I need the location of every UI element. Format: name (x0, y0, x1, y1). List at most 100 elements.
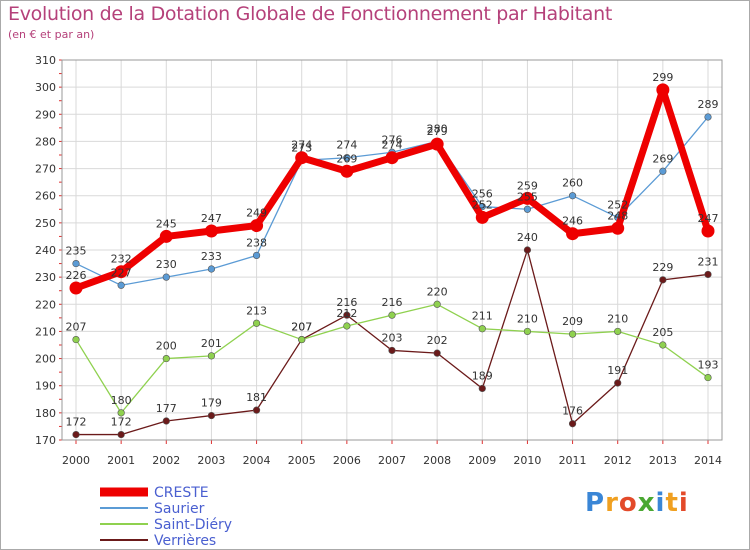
data-label: 299 (652, 71, 673, 84)
data-label: 235 (66, 245, 87, 258)
x-tick-label: 2009 (468, 454, 496, 467)
data-label: 274 (382, 139, 403, 152)
series-point-verri-res (614, 379, 622, 387)
x-tick-label: 2013 (649, 454, 677, 467)
data-label: 269 (652, 152, 673, 165)
data-label: 172 (66, 416, 87, 429)
y-tick-label: 270 (35, 163, 56, 176)
series-point-verri-res (252, 406, 261, 414)
x-tick-label: 2012 (604, 454, 632, 467)
series-point-saurier (659, 167, 667, 175)
series-point-creste (295, 151, 309, 165)
x-tick-label: 2006 (333, 454, 361, 467)
y-tick-label: 220 (35, 298, 56, 311)
data-label: 232 (111, 253, 132, 266)
data-label: 176 (562, 405, 583, 418)
series-point-saurier (207, 265, 216, 273)
series-point-creste (250, 219, 264, 233)
data-label: 247 (201, 212, 222, 225)
chart-title: Evolution de la Dotation Globale de Fonc… (8, 3, 613, 25)
data-label: 256 (472, 188, 493, 201)
x-tick-label: 2000 (62, 454, 90, 467)
series-point-saurier (343, 154, 351, 162)
data-label: 289 (698, 98, 719, 111)
data-label: 189 (472, 369, 493, 382)
y-tick-label: 170 (35, 434, 56, 447)
data-label: 240 (517, 231, 538, 244)
data-label: 280 (427, 122, 448, 135)
data-label: 211 (472, 310, 493, 323)
logo-letter: r (605, 488, 619, 518)
data-label: 248 (607, 209, 628, 222)
data-label: 274 (336, 139, 357, 152)
data-label: 180 (111, 394, 132, 407)
series-point-saint-di-ry (568, 330, 577, 338)
data-label: 276 (382, 133, 403, 146)
x-tick-label: 2004 (243, 454, 271, 467)
series-point-saurier (568, 192, 577, 200)
y-tick-label: 230 (35, 271, 56, 284)
series-point-verri-res (72, 430, 80, 439)
series-point-verri-res (117, 430, 125, 439)
series-point-verri-res (523, 246, 532, 254)
data-label: 213 (246, 304, 267, 317)
series-point-saint-di-ry (388, 311, 396, 319)
series-point-saint-di-ry (207, 352, 216, 360)
x-tick-label: 2007 (378, 454, 406, 467)
data-label: 193 (698, 359, 719, 372)
data-label: 247 (698, 212, 719, 225)
series-point-saint-di-ry (343, 322, 351, 330)
y-tick-label: 250 (35, 217, 56, 230)
data-label: 255 (517, 190, 538, 203)
data-label: 212 (336, 307, 357, 320)
data-label: 216 (382, 296, 403, 309)
data-label: 207 (291, 321, 312, 334)
data-label: 233 (201, 250, 222, 263)
y-tick-label: 240 (35, 244, 56, 257)
logo-letter: i (678, 488, 689, 518)
y-tick-label: 180 (35, 407, 56, 420)
series-point-creste (430, 137, 444, 151)
data-label: 274 (291, 139, 312, 152)
legend-label: CRESTE (154, 485, 209, 501)
data-label: 226 (66, 269, 87, 282)
logo-letter: i (655, 488, 666, 518)
y-tick-label: 310 (35, 54, 56, 67)
series-point-verri-res (659, 276, 667, 284)
logo-letter: o (618, 488, 638, 518)
data-label: 227 (111, 266, 132, 279)
series-point-saint-di-ry (433, 300, 441, 308)
data-label: 230 (156, 258, 177, 271)
data-label: 260 (562, 177, 583, 190)
data-label: 210 (607, 312, 628, 325)
data-label: 229 (652, 261, 673, 274)
series-point-creste (340, 164, 354, 178)
series-point-creste (114, 265, 128, 279)
series-point-creste (204, 224, 218, 238)
series-point-verri-res (433, 349, 441, 357)
data-label: 177 (156, 402, 177, 415)
proxiti-logo: Proxiti (585, 488, 689, 518)
data-label: 207 (291, 321, 312, 334)
data-label: 203 (382, 331, 403, 344)
data-label: 207 (66, 321, 87, 334)
data-label: 273 (291, 141, 312, 154)
data-label: 269 (336, 152, 357, 165)
series-point-saint-di-ry (659, 341, 667, 349)
series-point-saint-di-ry (614, 327, 622, 336)
series-point-verri-res (704, 270, 712, 279)
y-tick-label: 260 (35, 190, 56, 203)
series-point-creste (566, 227, 580, 241)
series-point-saurier (117, 281, 125, 289)
x-tick-label: 2010 (513, 454, 541, 467)
series-point-saint-di-ry (252, 319, 261, 327)
series-point-creste (611, 221, 625, 235)
series-point-saurier (72, 259, 80, 268)
data-label: 200 (156, 340, 177, 353)
x-tick-label: 2002 (152, 454, 180, 467)
data-label: 205 (652, 326, 673, 339)
x-tick-label: 2014 (694, 454, 722, 467)
series-point-saurier (523, 205, 532, 213)
